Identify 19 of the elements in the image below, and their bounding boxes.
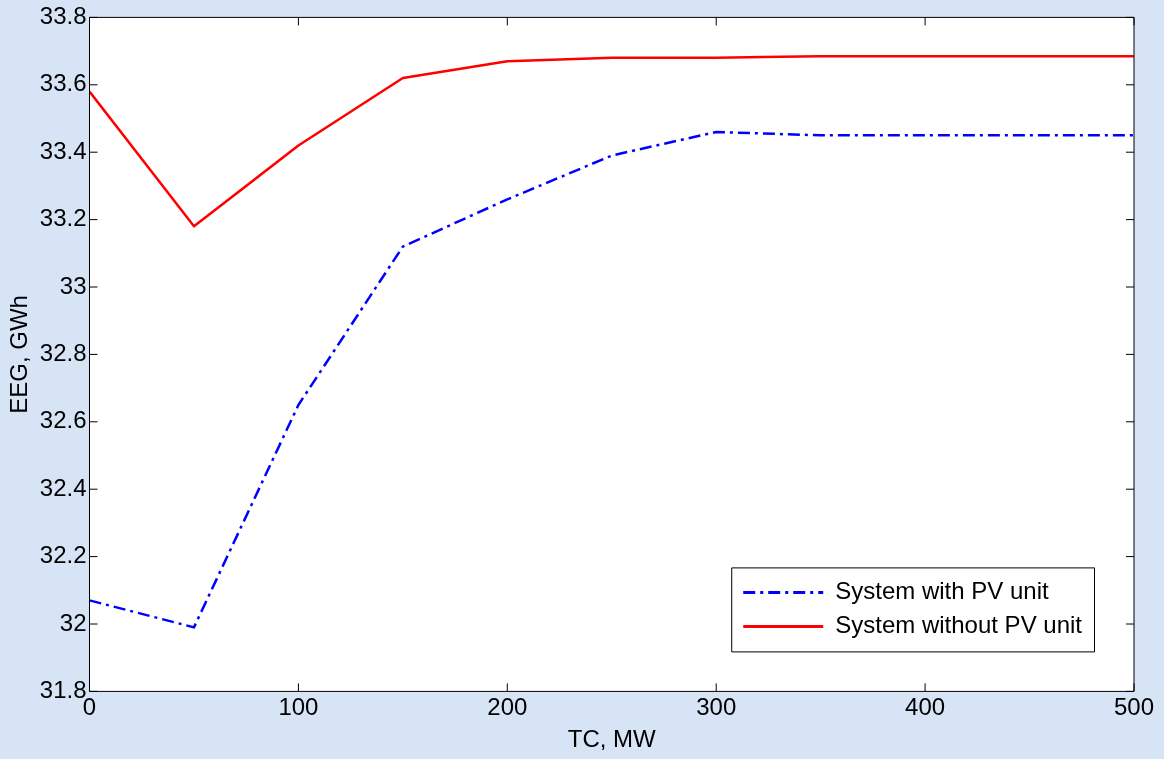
y-tick-label: 33.6	[39, 69, 87, 97]
y-tick-label: 32	[59, 608, 87, 636]
legend-label: System with PV unit	[835, 577, 1049, 605]
y-tick-label: 32.2	[39, 541, 87, 569]
y-tick-label: 33.2	[39, 204, 87, 232]
y-tick-label: 33.4	[39, 136, 87, 164]
y-tick-label: 33	[59, 271, 87, 299]
x-tick-label: 300	[696, 693, 737, 721]
x-tick-label: 200	[487, 693, 528, 721]
x-tick-label: 100	[278, 693, 319, 721]
x-axis-title: TC, MW	[567, 725, 657, 753]
y-tick-label: 32.6	[39, 406, 87, 434]
x-tick-label: 500	[1113, 693, 1155, 721]
y-tick-label: 32.8	[39, 339, 87, 367]
y-tick-label: 32.4	[39, 473, 87, 501]
x-tick-label: 400	[905, 693, 946, 721]
legend-label: System without PV unit	[835, 611, 1083, 639]
y-tick-label: 33.8	[39, 2, 87, 30]
y-axis-title: EEG, GWh	[5, 295, 33, 414]
